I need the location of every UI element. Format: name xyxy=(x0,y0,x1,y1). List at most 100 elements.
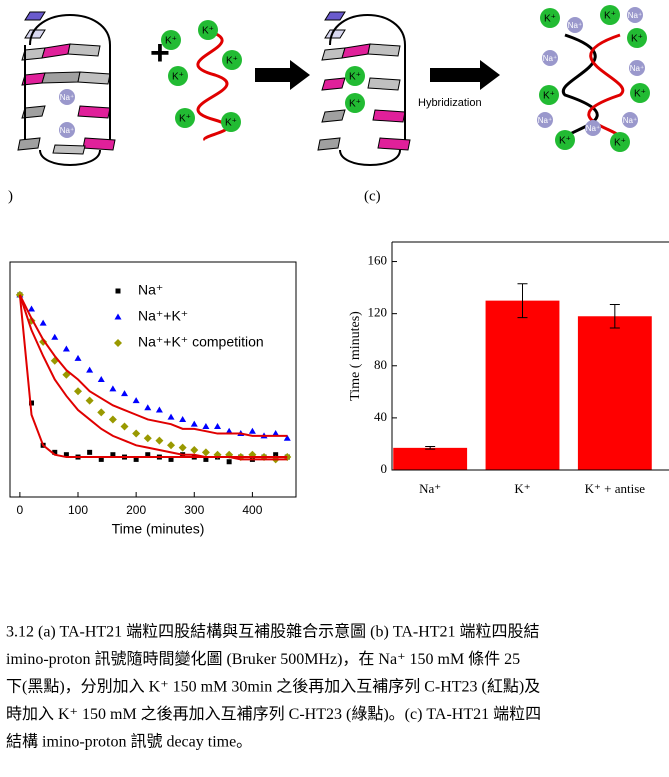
ion-label: Na⁺ xyxy=(60,126,74,135)
point xyxy=(178,443,187,452)
ion-circle xyxy=(175,108,195,128)
error-bar xyxy=(517,283,528,319)
y-tick-label: 160 xyxy=(368,253,388,268)
point xyxy=(167,441,176,450)
bar xyxy=(577,316,652,470)
point xyxy=(226,459,232,465)
panel-label: ) xyxy=(8,188,13,204)
point xyxy=(155,406,163,413)
ion-circle xyxy=(345,66,365,86)
ion-circle xyxy=(600,5,620,25)
ion-label: K⁺ xyxy=(349,72,361,83)
fit-line xyxy=(18,294,288,459)
ion-label: Na⁺ xyxy=(60,93,74,102)
ion-circle xyxy=(537,112,553,128)
duplex-diagram xyxy=(561,33,625,142)
ion-circle xyxy=(198,20,218,40)
x-axis-label: Time (minutes) xyxy=(112,521,205,537)
point xyxy=(179,415,187,422)
point xyxy=(98,456,104,462)
point xyxy=(109,385,117,392)
ion-label: Na⁺ xyxy=(538,116,552,125)
legend-label: Na⁺ xyxy=(138,282,163,298)
ion-label: Na⁺ xyxy=(623,116,637,125)
bar xyxy=(485,300,560,470)
x-tick-label: 100 xyxy=(68,503,88,517)
point xyxy=(168,456,174,462)
point xyxy=(132,429,141,438)
point xyxy=(145,452,151,458)
ion-label: K⁺ xyxy=(559,136,571,147)
point xyxy=(143,434,152,443)
ion-circle xyxy=(345,93,365,113)
arrow-label: Hybridization xyxy=(418,97,482,109)
arrow xyxy=(430,60,500,90)
ion-label: K⁺ xyxy=(634,89,646,100)
ion-label: K⁺ xyxy=(614,138,626,149)
ion-circle xyxy=(161,30,181,50)
point xyxy=(85,396,94,405)
ion-label: K⁺ xyxy=(544,14,556,25)
ion-circle xyxy=(555,130,575,150)
y-tick-label: 40 xyxy=(374,409,387,424)
x-tick-label: K⁺ + antise xyxy=(585,481,646,496)
point xyxy=(120,422,129,431)
y-tick-label: 80 xyxy=(374,357,387,372)
ion-label: Na⁺ xyxy=(628,11,642,20)
y-tick-label: 0 xyxy=(381,461,388,476)
point xyxy=(110,452,116,458)
plot-frame xyxy=(9,261,297,498)
point xyxy=(214,423,222,429)
point xyxy=(74,354,82,361)
plot-frame xyxy=(391,241,669,471)
point xyxy=(201,448,210,457)
x-tick-label: 300 xyxy=(184,503,204,517)
ion-label: Na⁺ xyxy=(543,54,557,63)
legend-marker xyxy=(114,313,122,320)
ion-circle xyxy=(539,85,559,105)
ion-circle xyxy=(610,132,630,152)
fit-line xyxy=(18,294,288,461)
ion-label: K⁺ xyxy=(631,34,643,45)
ion-label: Na⁺ xyxy=(586,124,600,133)
quadruplex-diagram xyxy=(317,11,411,166)
point xyxy=(28,305,36,312)
ion-circle xyxy=(630,83,650,103)
ion-label: K⁺ xyxy=(543,91,555,102)
point xyxy=(51,333,59,340)
quadruplex-diagram xyxy=(17,11,116,166)
point xyxy=(283,434,291,441)
ion-circle xyxy=(567,17,583,33)
point xyxy=(133,456,139,462)
point xyxy=(29,400,35,406)
arrow xyxy=(255,60,310,90)
legend-marker xyxy=(114,339,122,347)
ion-circle xyxy=(585,120,601,136)
caption-line: imino-proton 訊號隨時間變化圖 (Bruker 500MHz)，在 … xyxy=(6,650,520,668)
y-tick-label: 120 xyxy=(368,305,388,320)
ion-circle xyxy=(627,28,647,48)
point xyxy=(248,427,256,434)
point xyxy=(121,390,129,397)
point xyxy=(62,345,70,352)
y-axis-label: Time ( minutes) xyxy=(348,311,363,401)
point xyxy=(225,427,233,434)
x-tick-label: 400 xyxy=(242,503,262,517)
legend-marker xyxy=(115,288,121,294)
caption-line: 時加入 K⁺ 150 mM 之後再加入互補序列 C-HT23 (綠點)。(c) … xyxy=(6,705,541,723)
caption: 3.12 (a) TA-HT21 端粒四股結構與互補股雜合示意圖 (b) TA-… xyxy=(6,622,541,751)
error-bar xyxy=(425,446,436,450)
ion-circle xyxy=(627,7,643,23)
legend-label: Na⁺+K⁺ competition xyxy=(138,334,264,350)
legend-label: Na⁺+K⁺ xyxy=(138,308,188,324)
ion-circle xyxy=(622,112,638,128)
decay-chart: 0 100 200 300 400 Time (minutes) Na⁺ Na⁺+K⁺ Na⁺+… xyxy=(9,261,297,537)
error-bar xyxy=(609,304,620,329)
ion-circle xyxy=(629,60,645,76)
caption-line: 3.12 (a) TA-HT21 端粒四股結構與互補股雜合示意圖 (b) TA-… xyxy=(6,622,540,641)
point xyxy=(273,452,279,458)
ion-circle xyxy=(168,66,188,86)
ion-label: K⁺ xyxy=(226,56,238,67)
